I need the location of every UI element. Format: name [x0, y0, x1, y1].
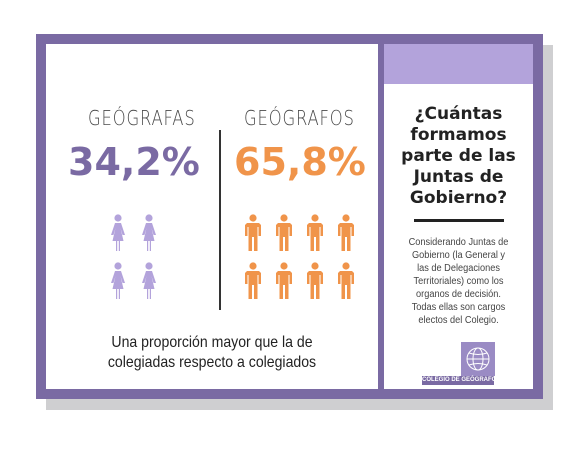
description-line: organos de decisión. [416, 289, 501, 300]
description-line: las de Delegaciones [417, 263, 500, 274]
globe-icon [466, 347, 490, 371]
woman-icon [111, 214, 125, 251]
male-label: GEÓGRAFOS [244, 106, 355, 130]
infographic-card: GEÓGRAFAS GEÓGRAFOS 34,2% 65,8% [36, 34, 543, 399]
column-divider [219, 130, 221, 310]
description-line: Gobierno (la General y [411, 250, 506, 261]
heading-rule [414, 219, 504, 222]
female-label: GEÓGRAFAS [88, 106, 196, 130]
description-line: electos del Colegio. [418, 315, 499, 326]
man-icon [307, 214, 323, 251]
question-heading: ¿Cuántas formamos parte de las Juntas de… [390, 104, 527, 209]
female-percentage: 34,2% [68, 140, 200, 184]
accent-band [384, 44, 533, 84]
question-line: ¿Cuántas [414, 104, 503, 124]
description-line: Territoriales) como los [413, 276, 504, 287]
description-line: Considerando Juntas de [408, 237, 509, 248]
info-panel: ¿Cuántas formamos parte de las Juntas de… [384, 44, 533, 389]
description-line: Todas ellas son cargos [411, 302, 506, 313]
man-icon [245, 262, 261, 299]
question-line: formamos [410, 125, 507, 145]
caption-line-1: Una proporción mayor que la de [111, 334, 313, 351]
stats-panel: GEÓGRAFAS GEÓGRAFOS 34,2% 65,8% [46, 44, 378, 389]
question-line: Gobierno? [409, 188, 508, 208]
logo-text: COLEGIO DE GEÓGRAFOS [422, 376, 501, 385]
male-percentage: 65,8% [234, 140, 366, 184]
woman-icon [111, 262, 125, 299]
man-icon [338, 214, 354, 251]
question-line: parte de las [401, 146, 516, 166]
man-icon [307, 262, 323, 299]
woman-icon [142, 262, 156, 299]
man-icon [276, 214, 292, 251]
man-icon [245, 214, 261, 251]
man-icon [338, 262, 354, 299]
description: Considerando Juntas de Gobierno (la Gene… [397, 236, 519, 327]
caption-line-2: colegiadas respecto a colegiados [107, 354, 317, 371]
man-icon [276, 262, 292, 299]
woman-icon [142, 214, 156, 251]
logo [461, 342, 495, 376]
question-line: Juntas de [413, 167, 504, 187]
